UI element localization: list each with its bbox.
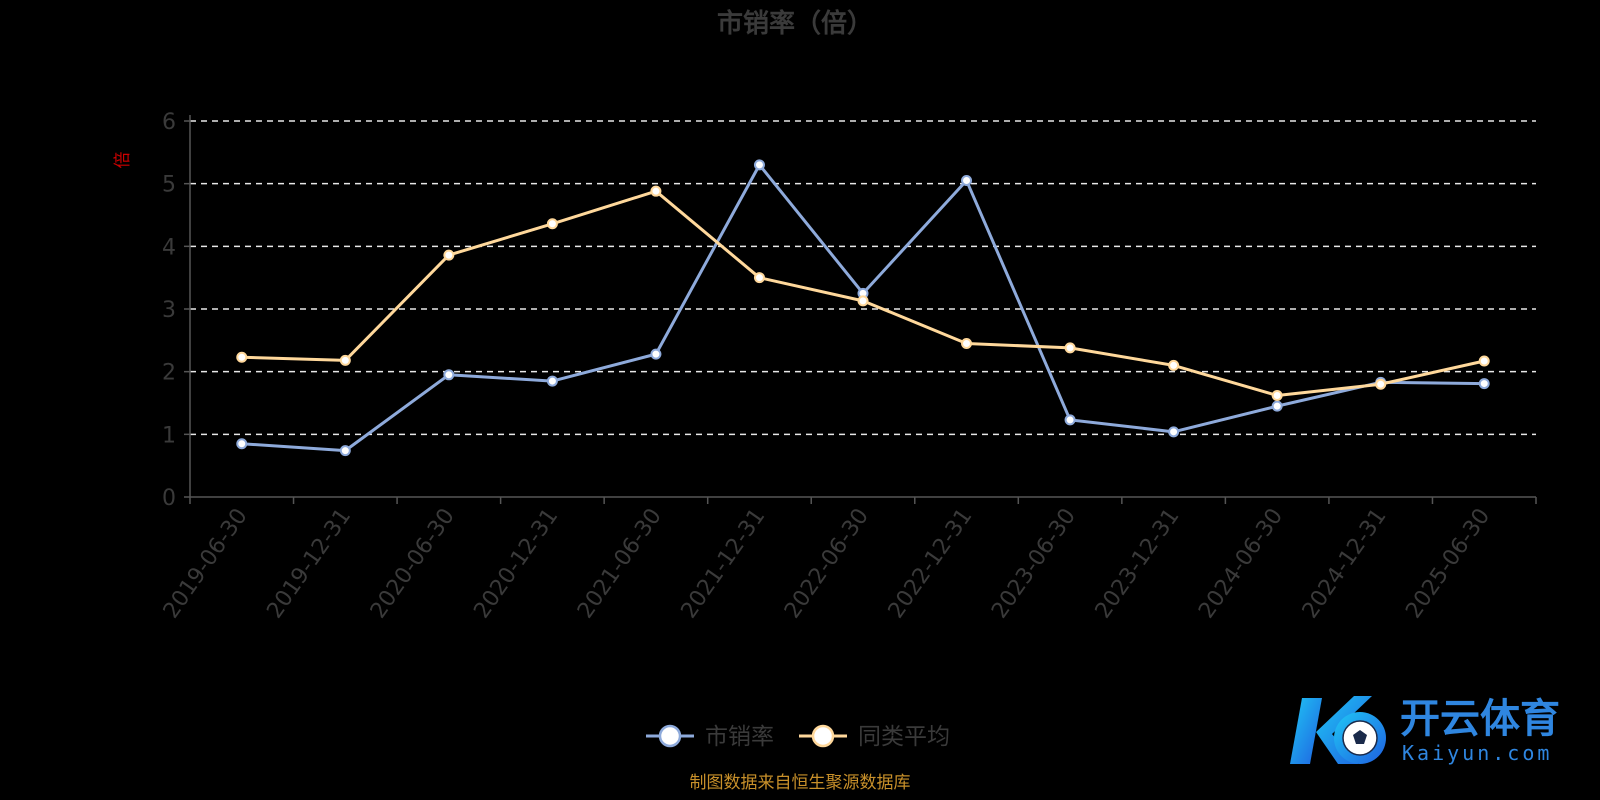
legend-label-2: 同类平均 bbox=[858, 724, 950, 750]
data-point bbox=[1168, 426, 1180, 438]
source-note: 制图数据来自恒生聚源数据库 bbox=[690, 773, 911, 793]
data-point bbox=[1478, 355, 1490, 367]
y-tick-label: 5 bbox=[162, 173, 176, 198]
data-point bbox=[753, 272, 765, 284]
legend-item-series-2[interactable]: 同类平均 bbox=[799, 724, 950, 750]
x-tick-label: 2022-12-31 bbox=[884, 504, 978, 623]
data-point bbox=[236, 438, 248, 450]
data-point bbox=[961, 337, 973, 349]
legend-label-1: 市销率 bbox=[705, 724, 774, 750]
watermark-text-cn: 开云体育 bbox=[1400, 696, 1560, 742]
axes bbox=[184, 115, 1537, 504]
series-line bbox=[241, 163, 1485, 453]
x-tick-label: 2023-12-31 bbox=[1091, 504, 1185, 623]
data-point bbox=[546, 375, 558, 387]
series-1 bbox=[236, 159, 1490, 457]
data-point bbox=[236, 351, 248, 363]
y-axis-label: 倍 bbox=[113, 152, 133, 169]
series-2 bbox=[236, 185, 1490, 401]
x-tick-label: 2024-06-30 bbox=[1194, 504, 1288, 623]
legend-marker-2 bbox=[811, 724, 835, 748]
data-point bbox=[1271, 400, 1283, 412]
x-tick-label: 2024-12-31 bbox=[1298, 504, 1392, 623]
data-point bbox=[961, 175, 973, 187]
y-tick-label: 2 bbox=[162, 361, 176, 386]
data-point bbox=[650, 185, 662, 197]
data-point bbox=[1375, 378, 1387, 390]
y-tick-label: 3 bbox=[162, 298, 176, 323]
data-point bbox=[443, 369, 455, 381]
series-lines bbox=[236, 159, 1490, 457]
x-tick-label: 2025-06-30 bbox=[1401, 504, 1495, 623]
watermark-text-en: Kaiyun.com bbox=[1402, 741, 1552, 765]
x-tick-label: 2021-06-30 bbox=[573, 504, 667, 623]
x-tick-label: 2020-12-31 bbox=[469, 504, 563, 623]
x-tick-label: 2019-12-31 bbox=[262, 504, 356, 623]
x-tick-label: 2021-12-31 bbox=[677, 504, 771, 623]
kaiyun-logo-icon bbox=[1290, 696, 1386, 764]
data-point bbox=[546, 218, 558, 230]
x-tick-label: 2023-06-30 bbox=[987, 504, 1081, 623]
data-point bbox=[1168, 359, 1180, 371]
data-point bbox=[339, 354, 351, 366]
data-point bbox=[857, 295, 869, 307]
data-point bbox=[753, 159, 765, 171]
y-tick-labels: 0 1 2 3 4 5 6 bbox=[162, 110, 176, 511]
x-tick-label: 2020-06-30 bbox=[366, 504, 460, 623]
legend-item-series-1[interactable]: 市销率 bbox=[646, 724, 774, 750]
legend-marker-1 bbox=[658, 724, 682, 748]
watermark-logo: 开云体育 Kaiyun.com bbox=[1290, 696, 1560, 765]
data-point bbox=[1064, 342, 1076, 354]
y-tick-label: 6 bbox=[162, 110, 176, 135]
data-point bbox=[650, 348, 662, 360]
x-tick-label: 2022-06-30 bbox=[780, 504, 874, 623]
gridlines bbox=[190, 120, 1536, 436]
data-point bbox=[443, 249, 455, 261]
data-point bbox=[1478, 378, 1490, 390]
data-point bbox=[1271, 389, 1283, 401]
y-tick-label: 1 bbox=[162, 423, 176, 448]
x-tick-label: 2019-06-30 bbox=[159, 504, 253, 623]
data-point bbox=[1064, 414, 1076, 426]
y-tick-label: 0 bbox=[162, 486, 176, 511]
legend[interactable]: 市销率 同类平均 bbox=[646, 724, 950, 750]
chart-title: 市销率（倍） bbox=[717, 8, 873, 39]
y-tick-label: 4 bbox=[162, 235, 176, 260]
x-tick-labels: 2019-06-30 2019-12-31 2020-06-30 2020-12-31… bbox=[159, 504, 1495, 623]
data-point bbox=[339, 445, 351, 457]
